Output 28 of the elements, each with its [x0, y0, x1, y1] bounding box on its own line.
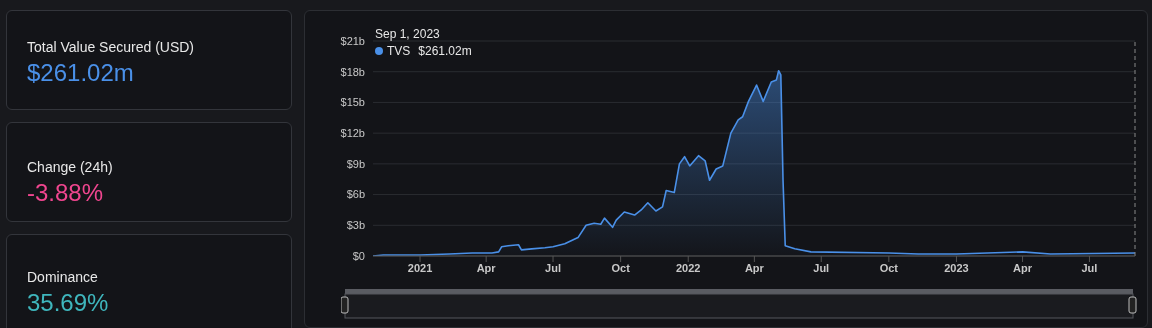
x-tick-label: Jul [813, 261, 830, 274]
text: Dominance [27, 269, 98, 285]
y-tick-label: $3b [346, 219, 365, 232]
y-tick-label: $18b [340, 65, 365, 78]
y-tick-label: $0 [352, 249, 365, 262]
x-tick-label: Oct [611, 261, 631, 274]
annotation: $261.02m [418, 44, 472, 58]
text: -3.88% [27, 179, 104, 207]
text: Change (24h) [27, 159, 113, 175]
x-tick-label: 2022 [675, 261, 701, 274]
y-tick-label: $6b [346, 188, 365, 201]
x-tick-label: Jul [1081, 261, 1098, 274]
text: 35.69% [27, 289, 109, 317]
legend-label: TVS [387, 44, 411, 58]
x-tick-label: Apr [1013, 261, 1033, 274]
x-tick-label: Oct [879, 261, 899, 274]
y-tick-label: $21b [340, 34, 365, 47]
x-tick-label: 2021 [407, 261, 433, 274]
x-tick-label: Apr [476, 261, 497, 274]
annotation: Sep 1, 2023 [375, 27, 441, 41]
y-tick-label: $9b [346, 157, 365, 170]
x-tick-label: 2023 [944, 261, 969, 274]
y-tick-label: $15b [340, 96, 365, 109]
x-tick-label: Jul [545, 261, 561, 274]
text: Total Value Secured (USD) [27, 39, 195, 55]
x-tick-label: Apr [744, 261, 765, 274]
y-tick-label: $12b [340, 127, 365, 140]
text: $261.02m [27, 59, 134, 87]
